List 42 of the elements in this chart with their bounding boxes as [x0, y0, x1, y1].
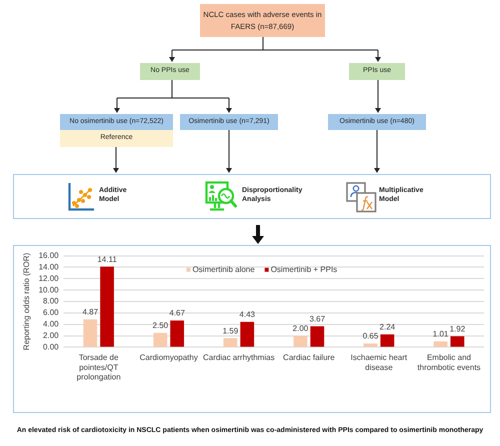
data-label: 1.92: [450, 324, 466, 334]
bar: [100, 266, 114, 347]
y-tick-label: 0.00: [43, 342, 60, 352]
x-tick-label: Cardiac failure: [283, 353, 336, 362]
y-tick-label: 4.00: [43, 320, 60, 329]
y-tick-label: 8.00: [43, 296, 60, 306]
y-tick-label: 2.00: [43, 330, 60, 340]
data-label: 1.01: [432, 330, 449, 339]
data-label: 2.24: [380, 322, 396, 332]
bar: [83, 319, 98, 347]
bar: [223, 338, 238, 347]
data-label: 0.65: [362, 332, 379, 341]
y-axis-title: Reporting odds ratio (ROR): [22, 252, 32, 350]
data-label: 1.59: [222, 326, 239, 336]
y-tick-label: 16.00: [38, 251, 60, 260]
bar: [170, 320, 184, 347]
x-tick-label: Cardiac arrhythmias: [202, 353, 275, 362]
bar: [294, 336, 308, 347]
y-tick-label: 12.00: [38, 274, 60, 283]
x-tick-label: Torsade de pointes/QT prolongation: [76, 353, 121, 382]
bar: [434, 341, 448, 347]
x-tick-label: Embolic and thrombotic events: [417, 353, 481, 372]
bar: [240, 322, 254, 347]
data-label: 4.43: [239, 310, 256, 320]
bar: [153, 332, 168, 347]
data-label: 2.00: [292, 324, 309, 333]
x-tick-label: Ischaemic heart disease: [350, 353, 408, 372]
data-label: 4.67: [169, 308, 186, 318]
legend-label: Osimertinib + PPIs: [270, 265, 338, 274]
y-tick-label: 14.00: [38, 262, 60, 272]
legend-label: Osimertinib alone: [192, 265, 256, 274]
y-tick-label: 6.00: [43, 308, 60, 318]
data-label: 14.11: [97, 254, 118, 264]
data-label: 2.50: [152, 321, 169, 330]
data-label: 4.87: [82, 308, 99, 317]
bar: [380, 334, 394, 347]
y-tick-label: 10.00: [38, 285, 60, 294]
bar: [310, 326, 324, 347]
bar: [364, 343, 378, 347]
data-label: 3.67: [309, 314, 326, 324]
x-tick-label: Cardiomyopathy: [140, 353, 198, 362]
bar: [450, 336, 464, 347]
